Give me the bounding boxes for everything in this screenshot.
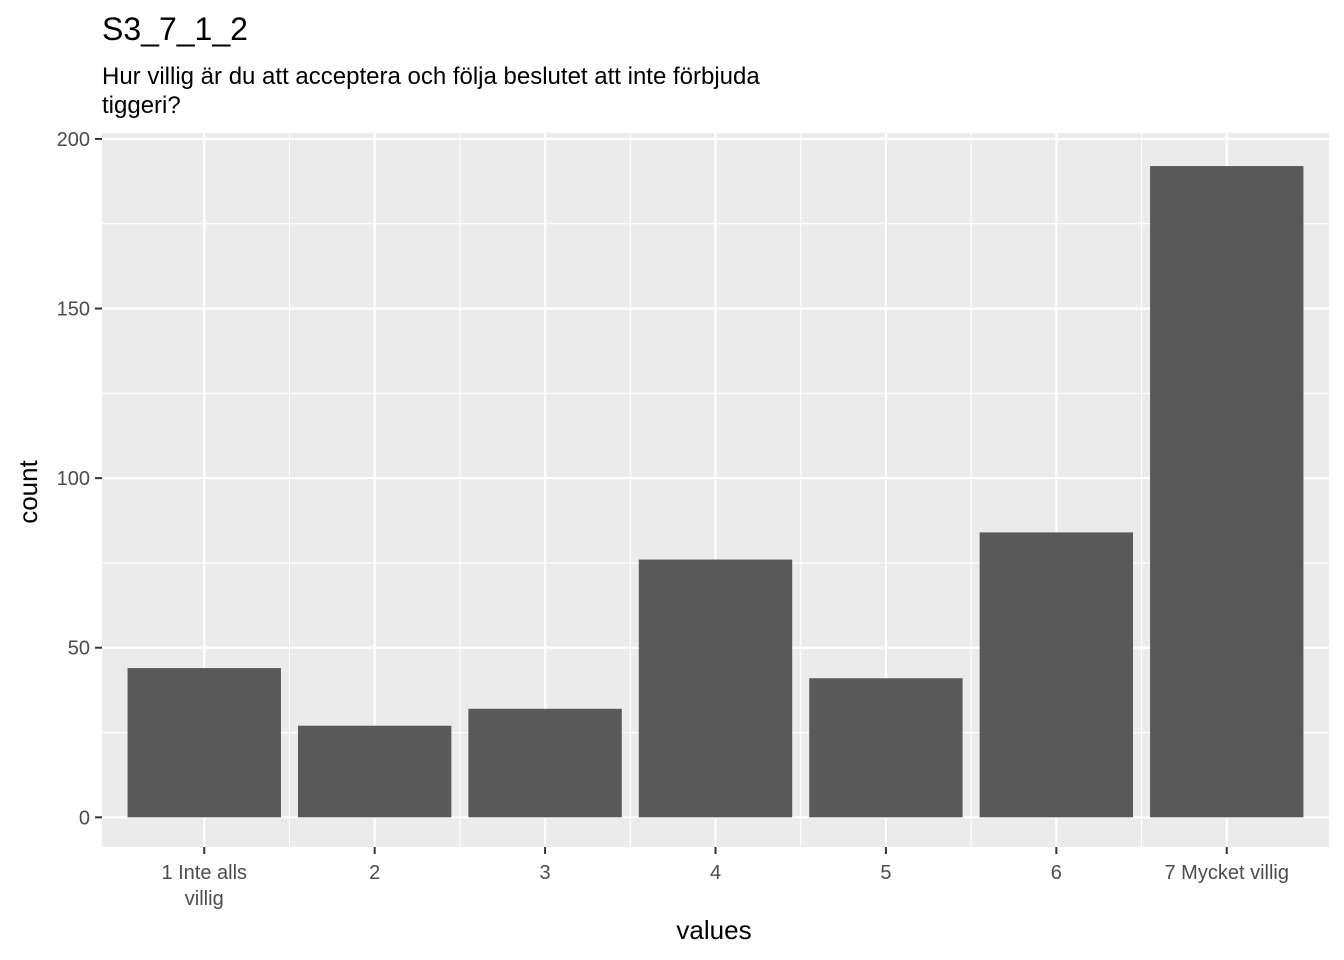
- chart-subtitle-line-2: tiggeri?: [102, 92, 181, 119]
- y-tick-label: 150: [57, 299, 90, 321]
- bar: [1150, 166, 1304, 818]
- x-axis-title: values: [676, 915, 751, 945]
- x-tick-label: 3: [540, 862, 551, 884]
- y-tick-label: 50: [68, 638, 90, 660]
- bar: [979, 532, 1134, 818]
- x-axis: 1 Inte alls villig 2 3 4 5 6 7 Mycket villig: [161, 847, 1289, 910]
- y-axis: 0 50 100 150 200: [57, 129, 102, 829]
- bar: [127, 668, 281, 818]
- y-tick-label: 100: [57, 468, 90, 490]
- x-tick-label: 1 Inte alls villig: [161, 862, 247, 910]
- chart-subtitle-line-1: Hur villig är du att acceptera och följa…: [102, 63, 760, 90]
- y-tick-label: 200: [57, 129, 90, 151]
- bars: [127, 166, 1304, 818]
- x-tick-label: 4: [710, 862, 721, 884]
- chart-title: S3_7_1_2: [102, 11, 248, 47]
- bar: [297, 725, 452, 818]
- bar: [809, 678, 963, 818]
- x-tick-label: 5: [880, 862, 891, 884]
- bar: [468, 708, 622, 818]
- y-axis-title: count: [13, 459, 43, 523]
- x-tick-label: 6: [1051, 862, 1062, 884]
- bar: [638, 559, 793, 818]
- x-tick-label: 7 Mycket villig: [1165, 862, 1289, 884]
- y-tick-label: 0: [79, 807, 90, 829]
- x-tick-label: 2: [369, 862, 380, 884]
